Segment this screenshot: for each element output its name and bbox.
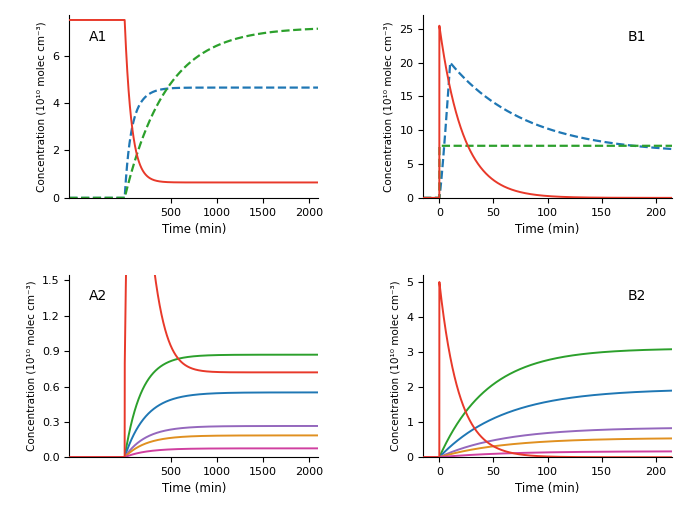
X-axis label: Time (min): Time (min) [161, 483, 226, 495]
X-axis label: Time (min): Time (min) [516, 223, 580, 236]
Text: A2: A2 [89, 289, 107, 303]
X-axis label: Time (min): Time (min) [516, 483, 580, 495]
Text: A1: A1 [89, 30, 107, 44]
Text: B1: B1 [627, 30, 646, 44]
X-axis label: Time (min): Time (min) [161, 223, 226, 236]
Y-axis label: Concentration (10¹⁰ molec cm⁻³): Concentration (10¹⁰ molec cm⁻³) [26, 280, 36, 451]
Y-axis label: Concentration (10¹⁰ molec cm⁻³): Concentration (10¹⁰ molec cm⁻³) [37, 21, 47, 192]
Text: B2: B2 [627, 289, 646, 303]
Y-axis label: Concentration (10¹⁰ molec cm⁻³): Concentration (10¹⁰ molec cm⁻³) [391, 280, 401, 451]
Y-axis label: Concentration (10¹⁰ molec cm⁻³): Concentration (10¹⁰ molec cm⁻³) [384, 21, 394, 192]
